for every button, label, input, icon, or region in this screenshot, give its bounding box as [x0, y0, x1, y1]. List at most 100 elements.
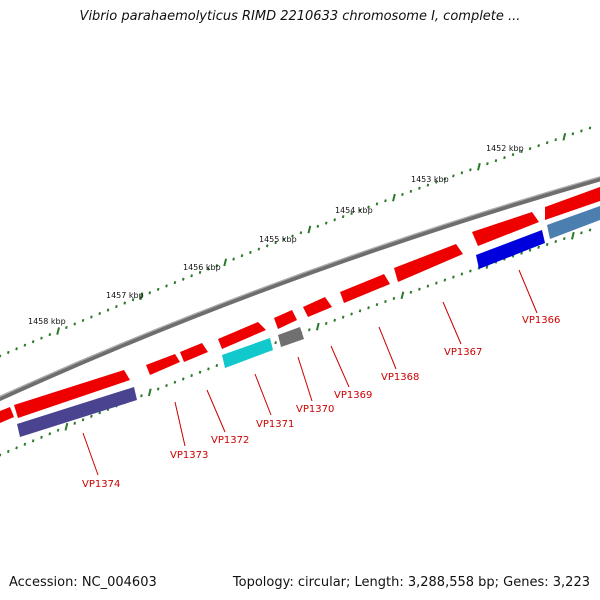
- gene-leader-lines: [82, 269, 538, 476]
- ruler-minor-tick: [409, 189, 413, 193]
- gene-bar-slate[interactable]: [17, 387, 137, 437]
- ruler-minor-tick: [123, 301, 127, 305]
- gene-label-vp1371[interactable]: VP1371: [256, 419, 294, 430]
- gene-arrow[interactable]: [14, 370, 130, 418]
- ruler-minor-tick: [554, 239, 558, 244]
- ruler-minor-tick: [6, 350, 10, 354]
- ruler-minor-tick: [198, 270, 202, 274]
- ruler-minor-tick: [31, 439, 35, 443]
- ruler-minor-tick: [358, 309, 362, 313]
- ruler-minor-tick: [215, 264, 219, 268]
- ruler-minor-tick: [282, 237, 286, 241]
- ruler-major-tick: [570, 231, 575, 240]
- gene-bar-gray[interactable]: [278, 327, 304, 347]
- gene-arrow[interactable]: [218, 322, 266, 349]
- ruler-minor-tick: [240, 254, 244, 258]
- ruler-minor-tick: [537, 144, 540, 148]
- ruler-minor-tick: [460, 272, 464, 276]
- ruler-minor-tick: [435, 180, 438, 184]
- ruler-minor-tick: [156, 287, 160, 291]
- ruler-minor-tick: [65, 325, 68, 330]
- ruler-minor-tick: [190, 374, 193, 378]
- ruler-major-tick: [562, 132, 567, 141]
- gene-arrow[interactable]: [545, 187, 600, 220]
- gene-arrow[interactable]: [0, 407, 14, 423]
- ruler-minor-tick: [198, 370, 202, 374]
- ruler-minor-tick: [274, 240, 277, 245]
- ruler-minor-tick: [460, 171, 464, 175]
- ruler-minor-tick: [249, 250, 252, 254]
- ruler-minor-tick: [23, 442, 27, 446]
- ruler-minor-tick: [469, 269, 472, 273]
- ruler-minor-tick: [392, 296, 396, 300]
- ruler-minor-tick: [324, 221, 328, 225]
- ruler-minor-tick: [165, 284, 168, 288]
- gene-arrow[interactable]: [394, 244, 463, 282]
- ruler-minor-tick: [165, 384, 168, 388]
- gene-label-vp1367[interactable]: VP1367: [444, 347, 482, 358]
- ruler-minor-tick: [503, 156, 506, 160]
- ruler-minor-tick: [401, 192, 404, 197]
- ruler-minor-tick: [384, 199, 387, 203]
- ruler-label-1458: 1458 kbp: [28, 317, 66, 326]
- gene-label-vp1369[interactable]: VP1369: [334, 390, 372, 401]
- ruler-minor-tick: [452, 174, 455, 178]
- gene-label-vp1368[interactable]: VP1368: [381, 372, 419, 383]
- ruler-minor-tick: [384, 299, 387, 304]
- ruler-minor-tick: [571, 132, 575, 136]
- ruler-minor-tick: [409, 290, 413, 294]
- ruler-minor-tick: [418, 287, 421, 291]
- gene-bar-blue[interactable]: [476, 230, 545, 269]
- ruler-minor-tick: [73, 421, 77, 425]
- gene-label-vp1366[interactable]: VP1366: [522, 315, 560, 326]
- ruler-minor-tick: [81, 418, 85, 422]
- gene-arrow[interactable]: [472, 212, 539, 246]
- ruler-minor-tick: [375, 303, 379, 307]
- ruler-major-tick: [223, 258, 228, 267]
- gene-arrow[interactable]: [303, 297, 332, 317]
- gene-label-vp1373[interactable]: VP1373: [170, 450, 208, 461]
- ruler-minor-tick: [190, 274, 193, 278]
- ruler-major-tick: [307, 225, 312, 234]
- ruler-minor-tick: [73, 322, 77, 326]
- ruler-minor-tick: [181, 377, 185, 381]
- gene-bar-cyan[interactable]: [222, 338, 273, 368]
- ruler-minor-tick: [181, 277, 185, 281]
- chromosome-backbone: [0, 176, 600, 402]
- ruler-major-tick: [64, 422, 69, 431]
- gene-arrow[interactable]: [146, 354, 180, 375]
- ruler-major-tick: [139, 292, 144, 301]
- gene-arrow[interactable]: [274, 310, 297, 329]
- gene-bar-steelblue[interactable]: [547, 206, 600, 239]
- gene-label-vp1370[interactable]: VP1370: [296, 404, 334, 415]
- ruler-minor-tick: [443, 278, 447, 282]
- ruler-minor-tick: [90, 414, 93, 418]
- ruler-minor-tick: [56, 428, 60, 432]
- ruler-minor-tick: [131, 298, 135, 302]
- gene-arrow[interactable]: [180, 343, 208, 362]
- ruler-minor-tick: [443, 177, 447, 181]
- ruler-minor-tick: [537, 245, 540, 249]
- ruler-minor-tick: [40, 336, 43, 340]
- ruler-minor-tick: [350, 312, 353, 316]
- gene-label-vp1374[interactable]: VP1374: [82, 479, 120, 490]
- ruler-minor-tick: [333, 318, 336, 322]
- ruler-minor-tick: [452, 275, 455, 279]
- ruler-label-1453: 1453 kbp: [411, 175, 449, 184]
- ruler-major-tick: [477, 162, 481, 171]
- ruler-minor-tick: [140, 394, 143, 398]
- outer-ruler: [0, 126, 592, 358]
- forward-genes: [0, 187, 600, 423]
- ruler-minor-tick: [40, 435, 43, 439]
- gene-arrow[interactable]: [340, 274, 390, 303]
- ruler-minor-tick: [308, 328, 311, 332]
- ruler-minor-tick: [426, 284, 430, 288]
- ruler-minor-tick: [528, 147, 532, 151]
- ruler-minor-tick: [215, 364, 219, 368]
- ruler-minor-tick: [156, 387, 160, 391]
- gene-label-vp1372[interactable]: VP1372: [211, 435, 249, 446]
- ruler-minor-tick: [333, 218, 336, 222]
- ruler-major-tick: [392, 193, 396, 202]
- ruler-minor-tick: [324, 321, 328, 326]
- ruler-minor-tick: [98, 411, 102, 415]
